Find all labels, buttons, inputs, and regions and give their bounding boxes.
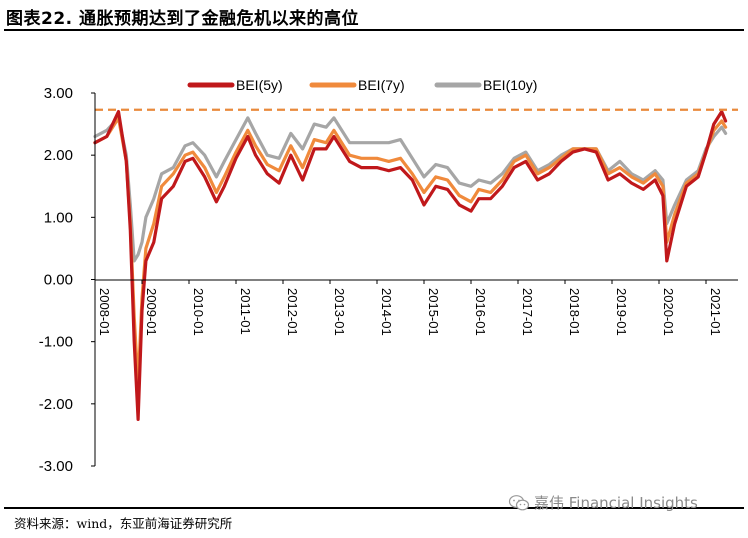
title-rule [4, 29, 744, 31]
y-tick-label: -1.00 [39, 334, 73, 351]
footer-rule [4, 507, 744, 509]
wechat-icon [508, 494, 530, 510]
x-tick-label: 2017-01 [520, 288, 535, 336]
y-axis-ticks: 3.00 2.00 1.00 0.00 -1.00 -2.00 -3.00 [39, 85, 95, 475]
x-tick-label: 2021-01 [708, 288, 723, 336]
y-tick-label: 0.00 [44, 272, 73, 289]
x-tick-label: 2009-01 [144, 288, 159, 336]
y-tick-label: 2.00 [44, 147, 73, 164]
y-tick-label: 1.00 [44, 209, 73, 226]
y-tick-label: -3.00 [39, 458, 73, 475]
x-axis-ticks: 2008-01 2009-01 2010-01 2011-01 2012-01 2013-… [94, 280, 723, 336]
x-tick-label: 2020-01 [661, 288, 676, 336]
x-tick-label: 2015-01 [426, 288, 441, 336]
source-note: 资料来源：wind，东亚前海证券研究所 [14, 516, 233, 531]
series-line-bei10y [93, 116, 728, 263]
x-tick-label: 2016-01 [473, 288, 488, 336]
series-line-bei5y [93, 109, 728, 421]
legend-label: BEI(5y) [236, 77, 283, 93]
x-tick-label: 2008-01 [97, 288, 112, 336]
y-tick-label: 3.00 [44, 85, 73, 102]
series-line-bei7y [93, 116, 728, 387]
legend-label: BEI(7y) [358, 77, 405, 93]
watermark: 嘉伟 Financial Insights [508, 492, 698, 513]
watermark-text: 嘉伟 Financial Insights [534, 494, 698, 512]
x-tick-label: 2019-01 [614, 288, 629, 336]
y-tick-label: -2.00 [39, 396, 73, 413]
x-tick-label: 2014-01 [379, 288, 394, 336]
x-tick-label: 2010-01 [191, 288, 206, 336]
chart-axes [94, 93, 738, 466]
x-tick-label: 2012-01 [285, 288, 300, 336]
legend-label: BEI(10y) [483, 77, 537, 93]
series-layer [93, 109, 728, 421]
figure-title: 图表22. 通胀预期达到了金融危机以来的高位 [6, 9, 360, 29]
chart-legend: BEI(5y) BEI(7y) BEI(10y) [187, 77, 537, 93]
x-tick-label: 2011-01 [238, 288, 253, 335]
x-tick-label: 2018-01 [567, 288, 582, 336]
x-tick-label: 2013-01 [332, 288, 347, 336]
